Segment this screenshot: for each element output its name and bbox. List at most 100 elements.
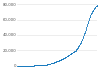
Point [72, 52, 73, 53]
Point [34, 65, 36, 66]
Point [25, 65, 26, 66]
Point [78, 45, 80, 46]
Point [30, 65, 31, 66]
Point [24, 65, 26, 66]
Point [28, 65, 30, 66]
Point [46, 64, 48, 65]
Point [91, 11, 93, 12]
Point [62, 58, 64, 59]
Point [83, 35, 84, 36]
Point [20, 65, 22, 66]
Point [79, 43, 81, 44]
Point [85, 28, 87, 30]
Point [38, 65, 40, 66]
Point [19, 65, 20, 66]
Point [29, 65, 30, 66]
Point [47, 64, 48, 65]
Point [26, 65, 27, 66]
Point [52, 62, 54, 63]
Point [60, 59, 61, 60]
Point [76, 48, 78, 50]
Point [92, 10, 94, 11]
Point [88, 19, 90, 20]
Point [84, 30, 86, 31]
Point [58, 60, 59, 61]
Point [77, 47, 79, 48]
Point [25, 65, 27, 66]
Point [73, 51, 75, 52]
Point [58, 60, 60, 61]
Point [91, 11, 93, 12]
Point [39, 65, 40, 66]
Point [32, 65, 34, 66]
Point [88, 20, 89, 21]
Point [40, 64, 42, 66]
Point [31, 65, 33, 66]
Point [95, 6, 97, 7]
Point [64, 57, 66, 58]
Point [31, 65, 33, 66]
Point [77, 47, 78, 48]
Point [96, 5, 97, 6]
Point [71, 53, 72, 54]
Point [95, 6, 96, 7]
Point [60, 59, 61, 60]
Point [69, 54, 70, 55]
Point [90, 14, 92, 15]
Point [60, 59, 62, 60]
Point [54, 61, 56, 63]
Point [87, 21, 89, 22]
Point [30, 65, 32, 66]
Point [48, 63, 49, 65]
Point [43, 64, 45, 65]
Point [34, 65, 35, 66]
Point [56, 61, 58, 62]
Point [84, 31, 86, 32]
Point [48, 64, 49, 65]
Point [37, 65, 39, 66]
Point [18, 65, 20, 66]
Point [26, 65, 28, 66]
Point [80, 41, 82, 42]
Point [81, 40, 82, 41]
Point [83, 34, 84, 36]
Point [66, 56, 68, 57]
Point [22, 65, 23, 66]
Point [52, 62, 54, 63]
Point [89, 16, 91, 17]
Point [51, 63, 52, 64]
Point [44, 64, 45, 65]
Point [74, 50, 76, 51]
Point [48, 63, 50, 65]
Point [85, 28, 87, 29]
Point [80, 42, 81, 43]
Point [16, 65, 18, 66]
Point [33, 65, 34, 66]
Point [33, 65, 35, 66]
Point [55, 61, 57, 62]
Point [81, 40, 82, 41]
Point [28, 65, 29, 66]
Point [84, 33, 85, 34]
Point [41, 64, 42, 66]
Point [18, 65, 20, 66]
Point [70, 53, 71, 55]
Point [42, 64, 44, 65]
Point [55, 61, 56, 62]
Point [50, 63, 52, 64]
Point [69, 54, 71, 55]
Point [24, 65, 25, 66]
Point [28, 65, 30, 66]
Point [87, 23, 88, 24]
Point [17, 65, 18, 66]
Point [39, 64, 41, 66]
Point [93, 9, 94, 10]
Point [20, 65, 22, 66]
Point [47, 64, 48, 65]
Point [69, 54, 70, 55]
Point [93, 8, 95, 9]
Point [56, 61, 58, 62]
Point [48, 63, 50, 64]
Point [88, 18, 90, 19]
Point [75, 50, 76, 51]
